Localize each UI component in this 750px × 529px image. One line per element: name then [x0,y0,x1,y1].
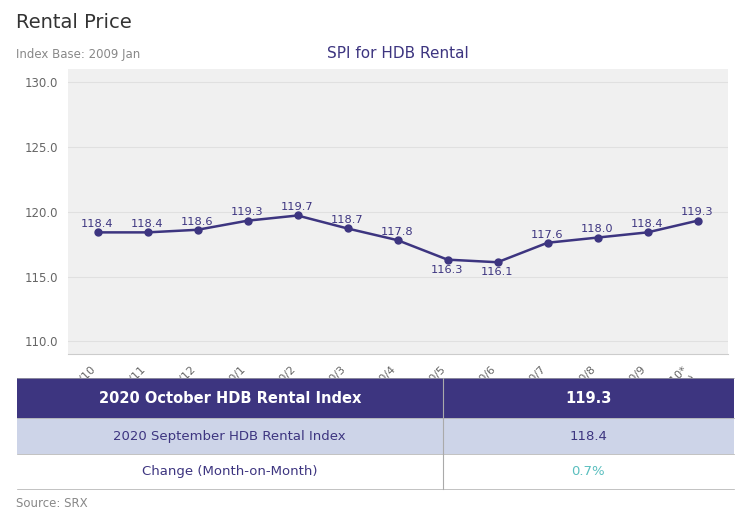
Text: 117.8: 117.8 [381,227,414,237]
Text: Source: SRX: Source: SRX [16,497,88,510]
Text: 118.7: 118.7 [332,215,364,225]
Text: 116.3: 116.3 [431,264,464,275]
Text: 118.6: 118.6 [182,216,214,226]
Text: 118.4: 118.4 [632,219,664,229]
Text: 119.3: 119.3 [565,391,611,406]
Text: 119.3: 119.3 [681,207,714,217]
Text: 2020 September HDB Rental Index: 2020 September HDB Rental Index [113,430,346,442]
Text: 119.7: 119.7 [281,202,314,212]
Text: 118.4: 118.4 [81,219,114,229]
Text: 116.1: 116.1 [482,267,514,277]
Text: 118.4: 118.4 [131,219,164,229]
Text: 2020 October HDB Rental Index: 2020 October HDB Rental Index [98,391,361,406]
Text: SPI for HDB Rental: SPI for HDB Rental [327,46,468,61]
Text: Index Base: 2009 Jan: Index Base: 2009 Jan [16,48,141,61]
Text: 117.6: 117.6 [531,230,564,240]
Text: 119.3: 119.3 [231,207,264,217]
Text: 118.4: 118.4 [569,430,608,442]
Text: 0.7%: 0.7% [572,465,605,478]
Text: Rental Price: Rental Price [16,13,132,32]
Text: 118.0: 118.0 [581,224,614,234]
Text: Change (Month-on-Month): Change (Month-on-Month) [142,465,317,478]
